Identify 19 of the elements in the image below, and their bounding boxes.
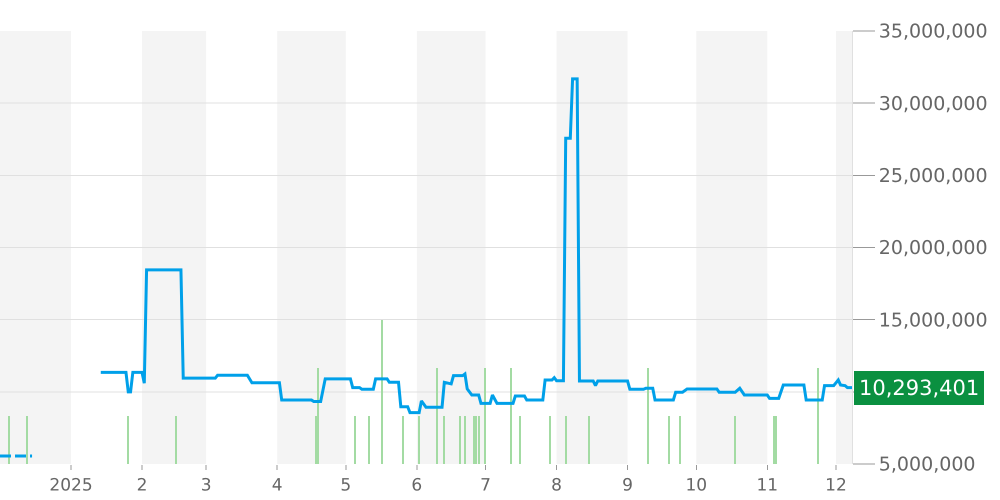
x-tick-label: 3 [200,475,212,496]
y-tick-label: 5,000,000 [878,454,976,476]
y-tick-label: 25,000,000 [878,164,988,187]
y-tick-label: 30,000,000 [878,92,988,115]
x-tick-label: 4 [272,475,283,496]
x-tick-label: 2025 [49,475,93,496]
y-tick-label: 20,000,000 [878,237,988,260]
x-tick-label: 6 [411,475,422,496]
y-tick-label: 35,000,000 [878,20,988,43]
x-tick-label: 2 [136,475,148,496]
x-tick-label: 7 [480,475,491,496]
y-tick-label: 15,000,000 [878,309,988,332]
x-tick-label: 10 [685,475,708,496]
x-tick-label: 5 [340,475,352,496]
x-tick-label: 12 [825,475,847,496]
x-tick-label: 11 [756,475,778,496]
text: 10,293,401 [859,376,980,400]
x-tick-label: 8 [551,475,562,496]
x-tick-label: 9 [622,475,633,496]
